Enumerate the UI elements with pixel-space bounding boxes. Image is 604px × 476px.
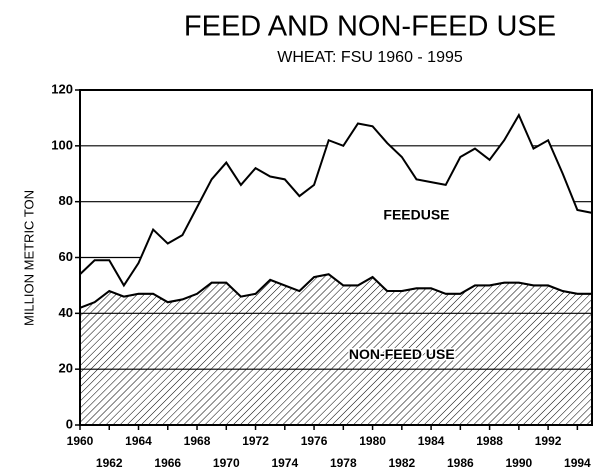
area — [79, 112, 593, 310]
x-tick-label: 1972 — [242, 434, 269, 448]
y-tick-label: 100 — [51, 137, 73, 152]
x-tick-label: 1984 — [418, 434, 445, 448]
plot-frame — [79, 89, 593, 426]
x-tick-label: 1978 — [330, 456, 357, 470]
x-tick-label: 1960 — [67, 434, 94, 448]
y-tick-label: 20 — [59, 361, 73, 376]
x-tick-label: 1992 — [535, 434, 562, 448]
chart-subtitle: WHEAT: FSU 1960 - 1995 — [277, 49, 463, 66]
x-tick-label: 1962 — [96, 456, 123, 470]
y-tick-label: 80 — [59, 193, 73, 208]
x-tick-label: 1986 — [447, 456, 474, 470]
x-tick-label: 1974 — [271, 456, 298, 470]
series-label: NON-FEED USE — [349, 346, 455, 362]
x-tick-label: 1988 — [476, 434, 503, 448]
y-tick-label: 120 — [51, 81, 73, 96]
x-tick-label: 1990 — [506, 456, 533, 470]
y-axis-label: MILLION METRIC TON — [21, 190, 36, 326]
x-tick-label: 1964 — [125, 434, 152, 448]
x-tick-label: 1976 — [301, 434, 328, 448]
y-tick-label: 60 — [59, 249, 73, 264]
x-tick-label: 1966 — [154, 456, 181, 470]
y-tick-label: 0 — [66, 416, 73, 431]
x-tick-label: 1982 — [388, 456, 415, 470]
chart-title: FEED AND NON-FEED USE — [184, 11, 556, 43]
x-tick-label: 1968 — [184, 434, 211, 448]
y-tick-label: 40 — [59, 305, 73, 320]
x-tick-label: 1994 — [564, 456, 591, 470]
x-tick-label: 1980 — [359, 434, 386, 448]
x-tick-label: 1970 — [213, 456, 240, 470]
series-label: FEEDUSE — [383, 206, 449, 222]
